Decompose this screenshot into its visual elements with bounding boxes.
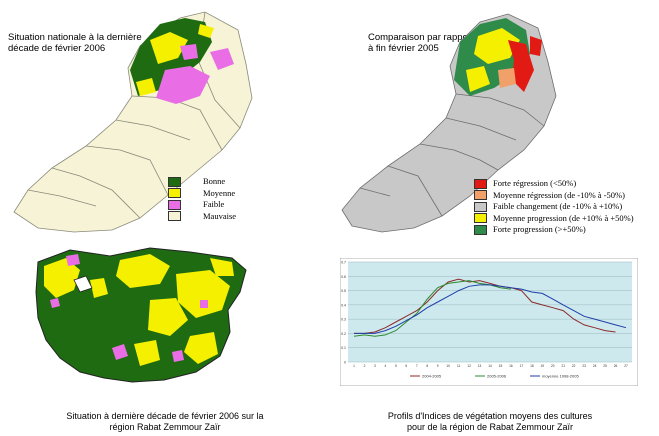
x-tick-label: 15	[499, 364, 503, 368]
legend-item: Faible changement (de -10% à +10%)	[474, 201, 634, 213]
legend-item: Moyenne régression (de -10% à -50%)	[474, 190, 634, 202]
x-tick-label: 9	[437, 364, 439, 368]
legend-swatch	[474, 213, 487, 224]
national-vegetation-map	[13, 11, 253, 233]
x-tick-labels: 1 2 3 4 5 6 7 8 9 10 11 12 13 14 15 16 17 18 19 20 21 22 23 24 2…	[353, 364, 628, 368]
legend-item: Bonne	[168, 176, 236, 188]
series-lines	[353, 278, 627, 337]
y-tick-label: 0.7	[341, 261, 346, 265]
x-tick-label: 26	[614, 364, 618, 368]
legend-swatch	[168, 188, 181, 199]
comparison-vegetation-map	[341, 13, 557, 233]
x-tick-label: 14	[488, 364, 492, 368]
regional-map-caption: Situation à dernière décade de février 2…	[66, 411, 264, 432]
comparison-legend: Forte régression (<50%) Moyenne régressi…	[474, 178, 634, 236]
legend-item: Moyenne progression (de +10% à +50%)	[474, 213, 634, 225]
legend-label: 2004-2005	[422, 374, 442, 379]
x-tick-label: 5	[395, 364, 397, 368]
legend-item: Moyenne	[168, 188, 236, 200]
y-tick-label: 0.6	[341, 275, 346, 279]
legend-swatch	[474, 201, 487, 212]
legend-swatch	[474, 178, 487, 189]
legend-item: Forte progression (>+50%)	[474, 224, 634, 236]
x-tick-label: 23	[582, 364, 586, 368]
regional-vegetation-map	[35, 247, 247, 383]
x-tick-label: 17	[520, 364, 524, 368]
x-tick-label: 4	[384, 364, 386, 368]
legend-swatch	[168, 199, 181, 210]
series-line	[354, 278, 616, 334]
x-tick-label: 11	[457, 364, 461, 368]
series-line	[354, 284, 627, 334]
y-tick-label: 0.4	[341, 303, 346, 307]
legend-swatch	[168, 211, 181, 222]
legend-label: 2005-2006	[487, 374, 507, 379]
x-tick-label: 19	[541, 364, 545, 368]
y-tick-label: 0.5	[341, 289, 346, 293]
x-tick-label: 6	[405, 364, 407, 368]
y-tick-label: 0.2	[341, 332, 346, 336]
x-tick-label: 21	[561, 364, 565, 368]
plot-area	[348, 262, 632, 362]
x-tick-label: 25	[603, 364, 607, 368]
x-tick-label: 12	[467, 364, 471, 368]
profiles-chart-caption: Profils d'Indices de végétation moyens d…	[387, 411, 593, 432]
x-tick-label: 18	[530, 364, 534, 368]
x-tick-label: 24	[593, 364, 597, 368]
legend-swatch	[168, 176, 181, 187]
legend-item: Forte régression (<50%)	[474, 178, 634, 190]
x-tick-label: 7	[416, 364, 418, 368]
y-tick-label: 0.3	[341, 318, 346, 322]
ndvi-profile-chart: 00.10.20.30.40.50.60.7 1 2 3 4 5 6 7 8 9 10 11 12 13…	[340, 258, 638, 386]
legend-swatch	[474, 190, 487, 201]
x-tick-label: 13	[478, 364, 482, 368]
x-tick-label: 22	[572, 364, 576, 368]
national-legend: Bonne Moyenne Faible Mauvaise	[168, 176, 236, 222]
national-map-title: Situation nationale à la dernière décade…	[8, 32, 142, 54]
x-tick-label: 27	[624, 364, 628, 368]
x-tick-label: 8	[426, 364, 428, 368]
legend-swatch	[474, 224, 487, 235]
legend-item: Faible	[168, 199, 236, 211]
x-tick-label: 3	[374, 364, 376, 368]
chart-legend: 2004-2005 2005-2006 moyenne 1998-2005	[410, 374, 579, 379]
x-tick-label: 20	[551, 364, 555, 368]
comparison-map-title: Comparaison par rapport à fin février 20…	[368, 32, 474, 54]
series-line	[353, 280, 511, 337]
x-tick-label: 16	[509, 364, 513, 368]
chart-grid	[348, 261, 632, 363]
y-tick-label: 0	[344, 361, 346, 365]
x-tick-label: 10	[446, 364, 450, 368]
y-tick-labels: 0 0.1 0.2 0.3 0.4 0.5 0.6 0.7	[341, 261, 346, 365]
legend-label: moyenne 1998-2005	[542, 374, 579, 379]
x-tick-label: 1	[353, 364, 355, 368]
y-tick-label: 0.1	[341, 346, 346, 350]
x-tick-label: 2	[364, 364, 366, 368]
legend-item: Mauvaise	[168, 211, 236, 223]
